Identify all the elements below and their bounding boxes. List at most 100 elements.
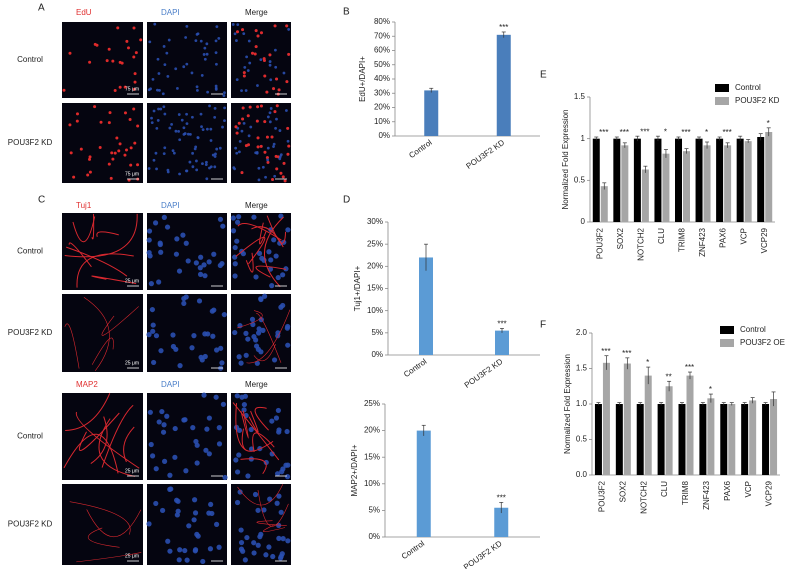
nucleus (274, 126, 277, 130)
y-tick-label: 10% (364, 479, 380, 488)
nucleus (190, 425, 196, 431)
x-tick-label: POU3F2 (595, 227, 604, 259)
significance: *** (497, 494, 506, 503)
significance: *** (599, 128, 608, 137)
nucleus (200, 74, 204, 77)
nucleus (285, 462, 291, 468)
edu-cell (72, 175, 76, 179)
neurite (252, 432, 275, 453)
nucleus (178, 138, 182, 142)
nucleus (192, 510, 199, 516)
edu-cell (275, 104, 279, 108)
nucleus (223, 91, 226, 95)
nucleus (185, 112, 188, 116)
edu-cell (234, 125, 238, 129)
edu-cell (250, 51, 254, 55)
error-bar (738, 135, 743, 142)
nucleus (232, 273, 238, 279)
scale-label: 25 μm (125, 553, 139, 559)
error-bar (705, 141, 710, 149)
edu-cell (88, 157, 92, 161)
nucleus (197, 265, 203, 271)
neurite (63, 433, 119, 474)
y-tick-label: 10% (374, 117, 390, 126)
x-tick-label: PAX6 (719, 227, 728, 247)
error-bar (500, 328, 504, 333)
bar (720, 404, 728, 475)
nucleus (273, 253, 279, 259)
edu-cell (277, 88, 281, 92)
edu-cell (68, 123, 72, 127)
error-bar (602, 182, 607, 190)
nucleus (165, 51, 169, 55)
nucleus (167, 38, 171, 42)
edu-cell (129, 163, 133, 167)
nucleus (191, 151, 194, 155)
nucleus (168, 486, 174, 492)
nucleus (287, 28, 291, 31)
nucleus (274, 500, 280, 506)
error-bar (729, 402, 734, 406)
nucleus (264, 175, 267, 179)
nucleus (261, 165, 265, 169)
nucleus (270, 553, 276, 560)
nucleus (167, 548, 173, 554)
neurite (91, 213, 95, 240)
neurite (248, 410, 259, 433)
nucleus (217, 36, 221, 40)
nucleus (276, 429, 282, 435)
micrograph (62, 484, 143, 565)
bar (662, 153, 670, 222)
bar (744, 141, 752, 222)
nucleus (149, 87, 152, 91)
nucleus (249, 125, 253, 129)
edu-cell (88, 170, 92, 174)
y-axis-title: MAP2+/DAPI+ (350, 444, 359, 496)
nucleus (221, 311, 227, 318)
error-bar (429, 87, 434, 93)
x-tick-label: POU3F2 KD (463, 357, 505, 390)
neurite (264, 216, 284, 288)
nucleus (280, 302, 286, 309)
error-bar (614, 136, 619, 141)
y-axis-title: Tuj1+/DAPI+ (353, 265, 362, 311)
x-tick-label: POU3F2 KD (462, 539, 504, 569)
edu-cell (274, 154, 278, 158)
nucleus (256, 250, 263, 256)
edu-cell (262, 57, 266, 61)
nucleus (219, 360, 225, 366)
nucleus (156, 57, 160, 61)
nucleus (191, 497, 198, 503)
nucleus (194, 39, 198, 43)
significance: * (705, 128, 708, 137)
neurite (66, 246, 128, 277)
nucleus (272, 142, 276, 146)
legend-swatch (720, 326, 734, 334)
nucleus (164, 224, 171, 230)
nucleus (235, 39, 238, 42)
nucleus (245, 473, 251, 479)
edu-cell (265, 156, 269, 160)
nucleus (184, 36, 188, 39)
nucleus (214, 84, 218, 88)
x-tick-label: CLU (657, 228, 666, 244)
x-tick-label: SOX2 (616, 227, 625, 249)
y-tick-label: 0% (378, 131, 390, 140)
nucleus (238, 527, 244, 533)
neurite (255, 313, 282, 363)
nucleus (252, 491, 259, 498)
nucleus (202, 353, 208, 360)
y-tick-label: 60% (374, 46, 390, 55)
nucleus (234, 238, 240, 244)
nucleus (266, 544, 272, 550)
y-tick-label: 0% (368, 532, 380, 541)
x-tick-label: Control (402, 357, 428, 379)
edu-cell (108, 111, 112, 115)
nucleus (222, 474, 228, 481)
error-bar (688, 371, 692, 380)
nucleus (215, 147, 219, 151)
edu-cell (256, 145, 260, 149)
nucleus (203, 46, 207, 50)
edu-cell (113, 89, 117, 93)
nucleus (193, 260, 199, 266)
